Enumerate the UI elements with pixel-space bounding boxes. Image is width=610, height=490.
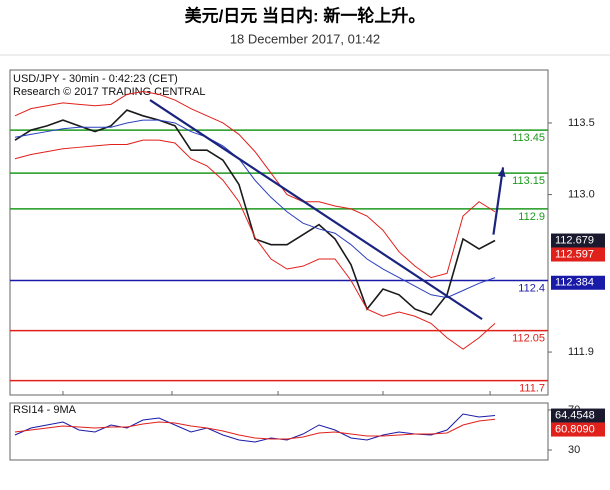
series-line [14, 418, 496, 440]
level-label: 112.9 [518, 211, 545, 223]
series-line [14, 139, 496, 350]
header-line: Research © 2017 TRADING CENTRAL [13, 86, 206, 98]
y-tick-label: 113.0 [568, 188, 595, 200]
main-panel [9, 69, 549, 396]
trendline [149, 99, 483, 321]
y-tick-label: 111.9 [568, 346, 594, 358]
price-tag-label: 60.8090 [555, 423, 595, 435]
price-tag [551, 247, 605, 262]
price-tag [551, 233, 605, 248]
price-tag-label: 64.4548 [555, 409, 595, 421]
rsi-title: RSI14 - 9MA [13, 404, 77, 416]
price-tag-label: 112.384 [555, 277, 594, 289]
arrow-head [497, 167, 506, 178]
level-label: 111.7 [519, 383, 545, 395]
chart-title: 美元/日元 当日内: 新一轮上升。 [185, 5, 426, 25]
y-tick-label: 30 [568, 444, 580, 456]
header-line: USD/JPY - 30min - 0:42:23 (CET) [13, 73, 178, 85]
y-tick-label: 113.5 [568, 117, 595, 129]
rsi-panel [9, 402, 549, 461]
series-line [14, 109, 496, 316]
series-line [14, 90, 496, 279]
level-label: 112.4 [518, 282, 545, 294]
level-label: 113.45 [512, 132, 545, 144]
price-tag-label: 112.679 [555, 234, 594, 246]
price-tag-label: 112.597 [555, 248, 594, 260]
price-tag [551, 275, 605, 290]
price-tag [551, 408, 605, 423]
level-label: 113.15 [512, 175, 545, 187]
arrow [492, 167, 505, 235]
price-tag [551, 422, 605, 437]
level-label: 112.05 [512, 332, 545, 344]
series-line [14, 119, 496, 299]
chart-subtitle: 18 December 2017, 01:42 [230, 31, 380, 46]
